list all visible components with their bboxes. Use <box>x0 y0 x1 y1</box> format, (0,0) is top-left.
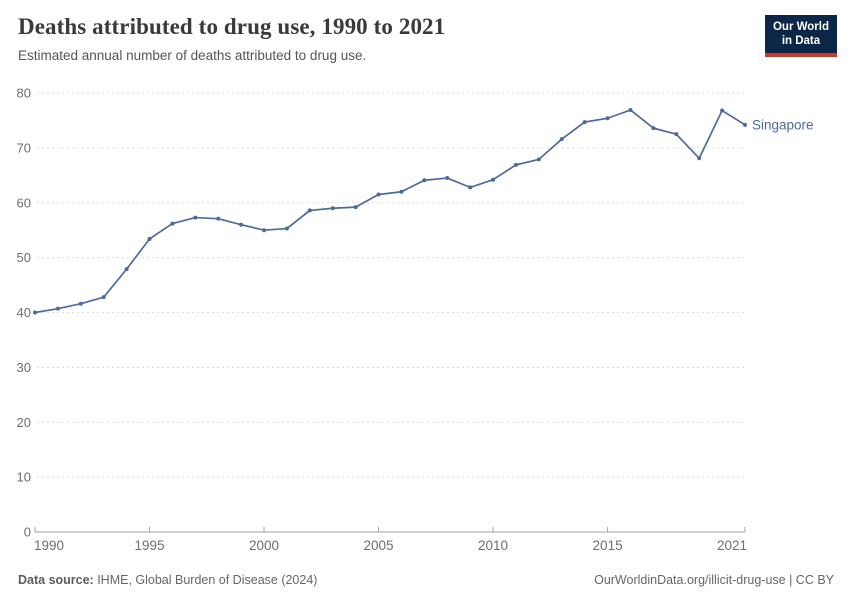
datasource-text: IHME, Global Burden of Disease (2024) <box>93 573 318 587</box>
datasource-label: Data source: <box>18 573 94 587</box>
data-point[interactable] <box>628 108 633 113</box>
data-point[interactable] <box>330 206 335 211</box>
chart-footer: Data source: IHME, Global Burden of Dise… <box>18 573 834 587</box>
y-axis-tick-label: 0 <box>24 525 31 540</box>
data-point[interactable] <box>55 306 60 311</box>
x-axis-tick-label: 2005 <box>364 538 394 553</box>
data-point[interactable] <box>216 216 221 221</box>
chart-subtitle: Estimated annual number of deaths attrib… <box>18 47 367 63</box>
y-axis-tick-label: 10 <box>17 470 31 485</box>
datasource: Data source: IHME, Global Burden of Dise… <box>18 573 317 587</box>
data-point[interactable] <box>605 116 610 121</box>
chart-header: Deaths attributed to drug use, 1990 to 2… <box>18 13 740 63</box>
x-axis-tick-label: 2015 <box>593 538 623 553</box>
logo-line-1: Our World <box>772 21 829 33</box>
x-axis-tick-label: 2000 <box>249 538 279 553</box>
data-point[interactable] <box>513 162 518 167</box>
x-axis-tick-label: 1995 <box>134 538 164 553</box>
data-point[interactable] <box>307 208 312 213</box>
data-point[interactable] <box>124 267 129 272</box>
data-point[interactable] <box>170 221 175 226</box>
data-point[interactable] <box>193 215 198 220</box>
logo-line-2: in Data <box>781 35 821 48</box>
data-point[interactable] <box>445 176 450 181</box>
owid-logo[interactable]: Our World in Data <box>764 15 837 57</box>
data-point[interactable] <box>582 120 587 125</box>
series-label: Singapore <box>752 117 814 132</box>
data-point[interactable] <box>491 177 496 182</box>
data-point[interactable] <box>674 132 679 137</box>
y-axis-tick-label: 50 <box>17 250 31 265</box>
data-point[interactable] <box>536 157 541 162</box>
data-point[interactable] <box>743 122 747 127</box>
data-point[interactable] <box>101 295 106 300</box>
data-point[interactable] <box>284 226 289 231</box>
data-point[interactable] <box>720 108 725 113</box>
data-point[interactable] <box>399 189 404 194</box>
y-axis-tick-label: 40 <box>17 305 31 320</box>
data-point[interactable] <box>559 137 564 142</box>
credit-link[interactable]: OurWorldinData.org/illicit-drug-use | CC… <box>594 573 834 587</box>
data-point[interactable] <box>468 185 473 190</box>
data-point[interactable] <box>33 310 37 315</box>
x-axis-tick-label: 2010 <box>478 538 508 553</box>
data-series-line <box>34 109 746 314</box>
x-axis-tick-label: 2021 <box>717 538 747 553</box>
y-axis-tick-label: 60 <box>17 195 31 210</box>
y-axis-tick-label: 30 <box>17 360 31 375</box>
data-point[interactable] <box>262 228 267 233</box>
y-axis-tick-label: 80 <box>17 86 31 101</box>
data-point[interactable] <box>697 156 702 161</box>
data-point[interactable] <box>353 205 358 210</box>
data-point[interactable] <box>147 236 152 241</box>
data-point[interactable] <box>422 178 427 183</box>
page-title: Deaths attributed to drug use, 1990 to 2… <box>18 14 446 39</box>
x-axis-tick-label: 1990 <box>34 538 64 553</box>
data-point[interactable] <box>651 126 656 131</box>
y-axis-tick-label: 20 <box>17 415 31 430</box>
data-point[interactable] <box>78 301 83 306</box>
data-point[interactable] <box>376 192 381 197</box>
data-point[interactable] <box>239 222 244 227</box>
y-axis-tick-label: 70 <box>17 140 31 155</box>
line-chart[interactable]: 0 10 20 30 40 50 60 70 80 1990 1995 2000 2005 2010 201… <box>0 85 850 565</box>
